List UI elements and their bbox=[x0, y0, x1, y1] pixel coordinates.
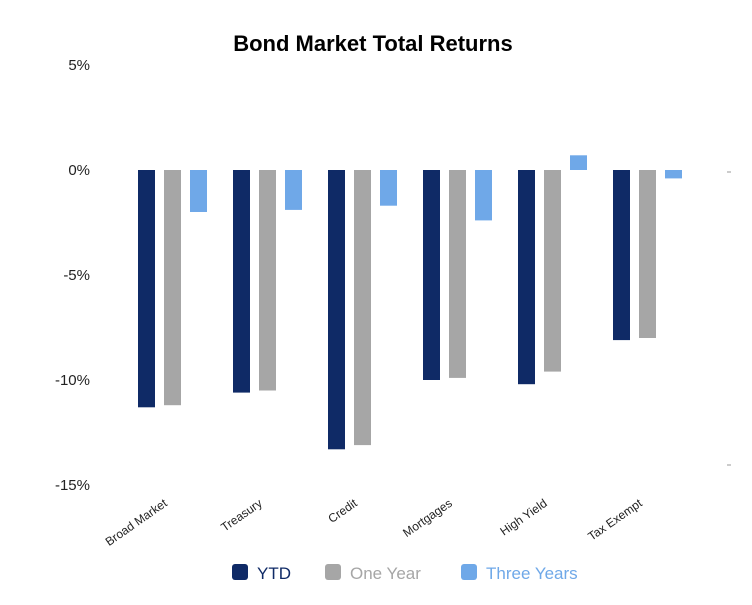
x-tick-label: Broad Market bbox=[103, 496, 171, 549]
bar-ytd bbox=[518, 170, 535, 385]
legend-item-ytd: YTD bbox=[232, 564, 291, 583]
bar-ytd bbox=[328, 170, 345, 450]
bar-series-group bbox=[138, 155, 682, 450]
y-axis: 5% 0% -5% -10% -15% bbox=[55, 57, 90, 494]
chart-title: Bond Market Total Returns bbox=[233, 31, 513, 56]
bar-ytd bbox=[233, 170, 250, 393]
y-tick-label: -10% bbox=[55, 372, 90, 389]
legend-item-one-year: One Year bbox=[325, 564, 421, 583]
bar-three-years bbox=[665, 170, 682, 179]
bar-three-years bbox=[570, 155, 587, 170]
y-tick-label: -5% bbox=[63, 267, 90, 284]
bar-three-years bbox=[380, 170, 397, 206]
y-tick-label: -15% bbox=[55, 477, 90, 494]
bar-three-years bbox=[285, 170, 302, 210]
legend-swatch bbox=[232, 564, 248, 580]
x-tick-label: Tax Exempt bbox=[585, 496, 645, 544]
y-tick-label: 0% bbox=[68, 162, 90, 179]
bar-ytd bbox=[423, 170, 440, 380]
x-tick-label: Mortgages bbox=[400, 496, 454, 540]
legend: YTD One Year Three Years bbox=[232, 564, 578, 583]
bar-one-year bbox=[259, 170, 276, 391]
bar-one-year bbox=[164, 170, 181, 406]
bar-one-year bbox=[544, 170, 561, 372]
x-axis: Broad Market Treasury Credit Mortgages High … bbox=[103, 496, 646, 549]
bar-one-year bbox=[449, 170, 466, 378]
bar-one-year bbox=[354, 170, 371, 446]
legend-swatch bbox=[325, 564, 341, 580]
legend-label: YTD bbox=[257, 564, 291, 583]
bar-ytd bbox=[138, 170, 155, 408]
legend-label: One Year bbox=[350, 564, 421, 583]
legend-label: Three Years bbox=[486, 564, 578, 583]
x-tick-label: Treasury bbox=[218, 496, 264, 534]
legend-item-three-years: Three Years bbox=[461, 564, 578, 583]
bar-ytd bbox=[613, 170, 630, 341]
legend-swatch bbox=[461, 564, 477, 580]
bar-one-year bbox=[639, 170, 656, 338]
bar-three-years bbox=[475, 170, 492, 221]
x-tick-label: High Yield bbox=[497, 496, 549, 538]
y-tick-label: 5% bbox=[68, 57, 90, 74]
x-tick-label: Credit bbox=[325, 496, 360, 526]
bar-three-years bbox=[190, 170, 207, 212]
